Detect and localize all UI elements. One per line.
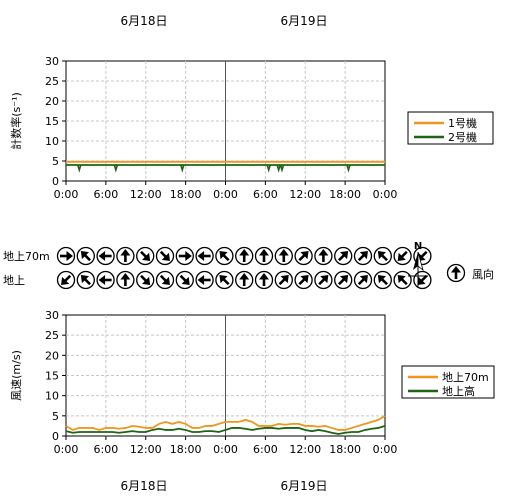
y-tick-label: 5 bbox=[52, 155, 59, 168]
wind-arrow-lower-icon bbox=[374, 272, 391, 289]
y-axis-label: 風速(m/s) bbox=[10, 350, 23, 401]
wind-arrow-lower-icon bbox=[236, 272, 253, 289]
wind-arrow-lower-icon bbox=[355, 272, 372, 289]
wind-arrow-lower-icon bbox=[58, 272, 75, 289]
wind-arrow-lower-icon bbox=[295, 272, 312, 289]
x-tick-label: 12:00 bbox=[130, 188, 162, 201]
wind-direction-rows: 地上70m 地上 bbox=[3, 248, 431, 289]
wind-direction-legend: 風向 bbox=[448, 265, 495, 282]
wind-arrow-lower-icon bbox=[275, 272, 292, 289]
wind-arrow-upper-icon bbox=[216, 248, 233, 265]
wind-arrow-upper-icon bbox=[58, 248, 75, 265]
wind-arrow-upper-icon bbox=[137, 248, 154, 265]
y-tick-label: 25 bbox=[45, 329, 59, 342]
y-tick-label: 15 bbox=[45, 370, 59, 383]
y-axis-label: 計数率(s⁻¹) bbox=[9, 92, 23, 150]
x-tick-label: 0:00 bbox=[54, 443, 79, 456]
x-tick-label: 0:00 bbox=[213, 188, 238, 201]
wind-arrow-upper-icon bbox=[374, 248, 391, 265]
wind-speed-chart: 0 5 10 15 20 25 30 0:00 6:00 12:00 18:00 0:00 6:00 12… bbox=[10, 309, 494, 456]
x-tick-label: 6:00 bbox=[253, 443, 278, 456]
y-tick-label: 0 bbox=[52, 175, 59, 188]
legend-label-2: 地上高 bbox=[442, 384, 475, 398]
wind-arrow-lower-icon bbox=[256, 272, 273, 289]
wind-arrow-lower-icon bbox=[137, 272, 154, 289]
x-tick-label: 12:00 bbox=[289, 188, 321, 201]
wind-row-label-lower: 地上 bbox=[3, 274, 25, 287]
wind-arrow-lower-icon bbox=[394, 272, 411, 289]
x-tick-label: 18:00 bbox=[170, 188, 202, 201]
date-label-bottom-1: 6月18日 bbox=[121, 479, 168, 493]
x-tick-label: 18:00 bbox=[329, 443, 361, 456]
date-label-bottom-2: 6月19日 bbox=[281, 479, 328, 493]
wind-arrow-lower-icon bbox=[315, 272, 332, 289]
x-tick-label: 18:00 bbox=[329, 188, 361, 201]
y-tick-label: 0 bbox=[52, 430, 59, 443]
legend-label-1: 地上70m bbox=[442, 371, 489, 384]
wind-arrow-upper-icon bbox=[275, 248, 292, 265]
x-tick-label: 0:00 bbox=[373, 188, 398, 201]
wind-arrow-upper-icon bbox=[394, 248, 411, 265]
wind-arrow-lower-icon bbox=[97, 272, 114, 289]
y-tick-label: 15 bbox=[45, 115, 59, 128]
wind-arrow-lower-icon bbox=[77, 272, 94, 289]
wind-arrow-upper-icon bbox=[77, 248, 94, 265]
wind-arrow-upper-icon bbox=[295, 248, 312, 265]
wind-arrow-upper-icon bbox=[315, 248, 332, 265]
wind-arrow-upper-icon bbox=[256, 248, 273, 265]
wind-arrow-upper-icon bbox=[176, 248, 193, 265]
wind-arrow-upper-icon bbox=[117, 248, 134, 265]
y-tick-label: 30 bbox=[45, 55, 59, 68]
wind-arrow-upper-icon bbox=[157, 248, 174, 265]
wind-arrow-lower-icon bbox=[414, 272, 431, 289]
wind-row-label-upper: 地上70m bbox=[3, 250, 50, 263]
wind-direction-legend-icon bbox=[448, 265, 465, 282]
wind-arrow-upper-icon bbox=[196, 248, 213, 265]
wind-arrow-lower-icon bbox=[117, 272, 134, 289]
wind-arrow-upper-icon bbox=[355, 248, 372, 265]
x-tick-label: 6:00 bbox=[253, 188, 278, 201]
x-tick-label: 0:00 bbox=[54, 188, 79, 201]
y-tick-label: 5 bbox=[52, 410, 59, 423]
wind-arrow-upper-icon bbox=[335, 248, 352, 265]
x-tick-label: 12:00 bbox=[130, 443, 162, 456]
y-tick-label: 20 bbox=[45, 95, 59, 108]
legend-label-1: 1号機 bbox=[448, 116, 477, 130]
wind-arrow-upper-icon bbox=[97, 248, 114, 265]
x-tick-label: 18:00 bbox=[170, 443, 202, 456]
wind-arrow-lower-icon bbox=[176, 272, 193, 289]
north-label: N bbox=[414, 241, 422, 252]
x-tick-label: 0:00 bbox=[373, 443, 398, 456]
y-tick-label: 20 bbox=[45, 349, 59, 362]
date-label-top-2: 6月19日 bbox=[281, 14, 328, 28]
x-tick-label: 12:00 bbox=[289, 443, 321, 456]
y-tick-label: 30 bbox=[45, 309, 59, 322]
y-tick-label: 10 bbox=[45, 390, 59, 403]
x-tick-label: 0:00 bbox=[213, 443, 238, 456]
legend-label-2: 2号機 bbox=[448, 130, 477, 144]
wind-arrow-lower-icon bbox=[216, 272, 233, 289]
wind-arrow-lower-icon bbox=[196, 272, 213, 289]
wind-arrow-upper-icon bbox=[236, 248, 253, 265]
y-tick-label: 25 bbox=[45, 75, 59, 88]
count-rate-chart: 0 5 10 15 20 25 30 0:00 6:00 12:00 18:00 0:00 6:00 12… bbox=[9, 55, 493, 201]
wind-direction-legend-label: 風向 bbox=[472, 267, 494, 281]
y-tick-label: 10 bbox=[45, 135, 59, 148]
x-tick-label: 6:00 bbox=[94, 188, 119, 201]
x-tick-label: 6:00 bbox=[94, 443, 119, 456]
date-label-top-1: 6月18日 bbox=[121, 14, 168, 28]
wind-arrow-lower-icon bbox=[157, 272, 174, 289]
wind-arrow-lower-icon bbox=[335, 272, 352, 289]
